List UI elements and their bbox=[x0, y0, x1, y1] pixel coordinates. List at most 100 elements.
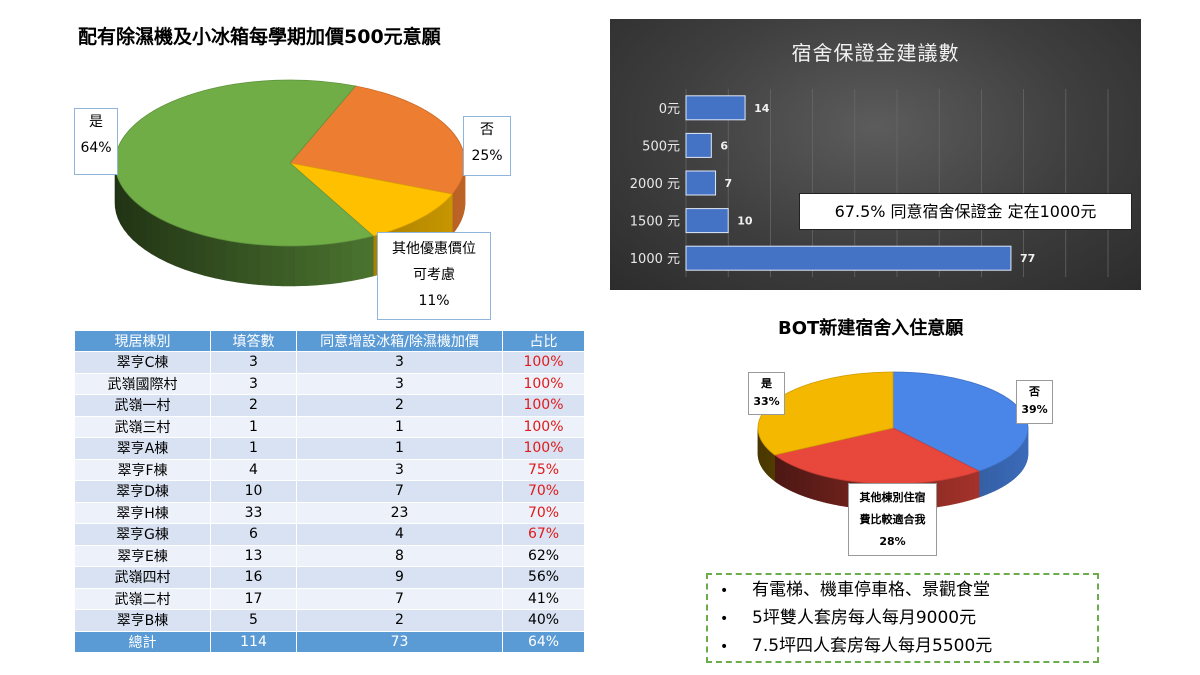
pie1-slice-side bbox=[175, 225, 186, 270]
pie1-slice-side bbox=[132, 199, 139, 246]
table-cell: 武嶺一村 bbox=[74, 394, 211, 417]
pie1-label-no: 否 25% bbox=[463, 116, 511, 176]
pie2-slice-side bbox=[1015, 448, 1019, 479]
pie2-slice-side bbox=[813, 472, 818, 501]
pie2-label-yes-text: 是 bbox=[761, 377, 772, 390]
table-cell: 3 bbox=[296, 458, 503, 481]
feature-item: • 5坪雙人套房每人每月9000元 bbox=[720, 605, 1097, 633]
pie1-label-no-text: 否 bbox=[480, 122, 494, 138]
table-cell: 翠亨F棟 bbox=[74, 458, 211, 481]
pie1-slice-side bbox=[120, 183, 125, 231]
pie1-label-yes-value: 64% bbox=[80, 140, 112, 156]
pie1-slice-side bbox=[317, 243, 330, 286]
pie2-label-yes-value: 33% bbox=[753, 395, 780, 408]
table-row: 武嶺二村 17 7 41% bbox=[74, 587, 585, 610]
pie1-slice-side bbox=[123, 188, 129, 236]
pie2-slice-side bbox=[823, 475, 828, 504]
pie2-slice-side bbox=[778, 457, 782, 486]
pie2-slice-side bbox=[792, 465, 797, 494]
table-cell: 武嶺國際村 bbox=[74, 372, 211, 395]
table-header-ratio: 占比 bbox=[502, 330, 585, 352]
pie2-label-no-text: 否 bbox=[1029, 385, 1040, 398]
bar-value-label: 7 bbox=[725, 177, 733, 190]
feature-item: • 7.5坪四人套房每人每月5500元 bbox=[720, 633, 1097, 661]
pie2-slice-side bbox=[965, 473, 970, 502]
pie1-slice-side bbox=[340, 240, 353, 283]
pie2-slice-side bbox=[1001, 458, 1006, 488]
table-cell: 67% bbox=[502, 523, 585, 546]
pie1-slice-side bbox=[282, 245, 295, 287]
table-cell: 70% bbox=[502, 501, 585, 524]
pie1-slice-side bbox=[144, 208, 152, 255]
pie1-slice-side bbox=[204, 235, 216, 279]
table-cell: 40% bbox=[502, 609, 585, 632]
pie2-slice-side bbox=[941, 479, 946, 507]
table-cell: 翠亨D棟 bbox=[74, 480, 211, 503]
pie2-slice-side bbox=[837, 478, 842, 507]
pie1-slice-side bbox=[194, 232, 205, 276]
pie2-slice-side bbox=[807, 470, 811, 499]
pie1-slice-side bbox=[294, 245, 307, 287]
pie1-slice-side bbox=[247, 243, 260, 286]
pie2-slice-side bbox=[1004, 456, 1009, 486]
pie2-label-yes: 是 33% bbox=[748, 372, 785, 415]
bar-3 bbox=[685, 208, 729, 234]
pie2-slice-side bbox=[772, 452, 775, 482]
pie2-label-no: 否 39% bbox=[1016, 380, 1053, 424]
pie1-slice-side bbox=[166, 221, 177, 267]
pie1-label-yes: 是 64% bbox=[74, 108, 118, 175]
pie2-label-other-value: 28% bbox=[879, 535, 906, 548]
pie2-slice-side bbox=[978, 469, 984, 498]
table-row: 翠亨D棟 10 7 70% bbox=[74, 480, 585, 503]
pie2-slice-side bbox=[840, 479, 846, 507]
pie2-slice-side bbox=[982, 467, 988, 497]
bar-chart-title: 宿舍保證金建議數 bbox=[791, 41, 960, 65]
table-cell: 3 bbox=[296, 372, 503, 395]
bar-category-label: 1500 元 bbox=[630, 215, 680, 230]
table-cell: 5 bbox=[210, 609, 297, 632]
pie1-slice-side bbox=[158, 217, 168, 263]
bullet-marker: • bbox=[720, 639, 729, 655]
table-total-label: 總計 bbox=[74, 630, 211, 653]
pie2-chart bbox=[757, 371, 1029, 511]
table-cell: 3 bbox=[210, 372, 297, 395]
table-cell: 1 bbox=[210, 437, 297, 460]
table-cell: 8 bbox=[296, 544, 503, 567]
pie1-label-other-line1: 其他優惠價位 bbox=[392, 241, 476, 257]
pie2-slice-side bbox=[945, 478, 950, 506]
pie1-label-other-value: 11% bbox=[418, 293, 450, 309]
table-header-dorm: 現居棟別 bbox=[74, 330, 211, 352]
pie1-label-yes-text: 是 bbox=[89, 114, 103, 130]
table-cell: 33 bbox=[210, 501, 297, 524]
pie2-slice-side bbox=[952, 477, 957, 505]
pie2-slice-1 bbox=[773, 427, 981, 485]
pie2-slice-side bbox=[955, 476, 960, 504]
table-cell: 23 bbox=[296, 501, 503, 524]
pie2-slice-side bbox=[833, 478, 838, 506]
table-row: 翠亨F棟 4 3 75% bbox=[74, 458, 585, 481]
table-cell: 100% bbox=[502, 372, 585, 395]
features-box: • 有電梯、機車停車格、景觀食堂 • 5坪雙人套房每人每月9000元 • 7.5坪四人… bbox=[706, 573, 1099, 663]
pie2-label-other-line2: 費比較適合我 bbox=[859, 513, 926, 526]
table-cell: 1 bbox=[296, 415, 503, 438]
pie1-slice-side bbox=[225, 239, 238, 283]
table-cell: 100% bbox=[502, 437, 585, 460]
table-cell: 7 bbox=[296, 587, 503, 610]
pie2-slice-side bbox=[819, 474, 824, 503]
bar-chart-annotation: 67.5% 同意宿舍保證金 定在1000元 bbox=[799, 193, 1132, 230]
pie2-label-other: 其他棟別住宿 費比較適合我 28% bbox=[848, 483, 937, 556]
pie2-slice-side bbox=[962, 474, 967, 503]
pie2-slice-side bbox=[1007, 454, 1011, 484]
bar-value-label: 77 bbox=[1020, 252, 1035, 265]
table-header-row: 現居棟別 填答數 同意增設冰箱/除濕機加價 占比 bbox=[74, 330, 585, 352]
pie2-slice-side bbox=[780, 458, 784, 488]
pie1-slice-side bbox=[351, 238, 364, 281]
pie1-slice-side bbox=[259, 244, 272, 286]
bar-category-label: 2000 元 bbox=[630, 177, 680, 192]
table-cell: 3 bbox=[296, 351, 503, 374]
bar-chart-panel: 宿舍保證金建議數 0元 14 500元 6 2000 元 7 1500 元 10 1000 元 7… bbox=[610, 19, 1141, 290]
table-cell: 翠亨C棟 bbox=[74, 351, 211, 374]
pie2-slice-side bbox=[776, 455, 780, 485]
pie1-slice-side bbox=[306, 244, 319, 286]
pie2-slice-side bbox=[948, 477, 953, 506]
